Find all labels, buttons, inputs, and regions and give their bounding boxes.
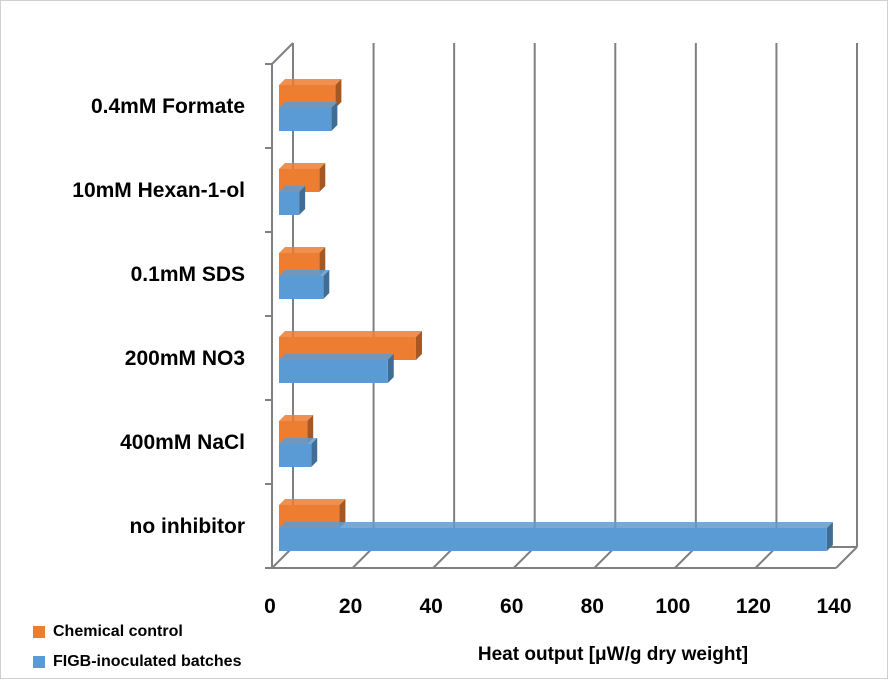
bar-figb-inoculated-batches-200mm-no3 (279, 360, 388, 383)
bar-figb-inoculated-batches-no-inhibitor (279, 528, 827, 551)
bar-figb-inoculated-batches-400mm-nacl (279, 444, 312, 467)
x-tick-label-100: 100 (655, 595, 690, 618)
legend-label-chemical-control: Chemical control (53, 623, 183, 640)
bar-chemical-control-no-inhibitor-top (279, 499, 346, 505)
bar-figb-inoculated-batches-10mm-hexan-1-ol-side (299, 186, 306, 215)
x-axis-title: Heat output [μW/g dry weight] (478, 644, 748, 665)
bar-figb-inoculated-batches-0-1mm-sds-top (279, 270, 330, 276)
x-tick-label-20: 20 (339, 595, 362, 618)
bar-figb-inoculated-batches-0-1mm-sds-side (323, 270, 330, 299)
bar-chemical-control-400mm-nacl-side (307, 415, 314, 444)
legend-item-figb-inoculated: FIGB-inoculated batches (33, 653, 241, 671)
bar-figb-inoculated-batches-10mm-hexan-1-ol (279, 192, 300, 215)
x-tick-label-60: 60 (500, 595, 523, 618)
floor-gridline-140 (835, 546, 858, 569)
x-tick-label-80: 80 (581, 595, 604, 618)
bar-chemical-control-no-inhibitor-side (339, 499, 346, 528)
bar-chemical-control-400mm-nacl-top (279, 415, 314, 421)
legend-label-figb-inoculated: FIGB-inoculated batches (53, 653, 242, 670)
bar-chemical-control-0-1mm-sds-top (279, 247, 326, 253)
x-tick-label-0: 0 (264, 595, 276, 618)
bar-figb-inoculated-batches-400mm-nacl-top (279, 438, 318, 444)
category-label-0-4mm-formate: 0.4mM Formate (91, 95, 245, 118)
bar-figb-inoculated-batches-no-inhibitor-top (279, 522, 833, 528)
bar-figb-inoculated-batches-200mm-no3-top (279, 354, 394, 360)
bar-chemical-control-10mm-hexan-1-ol-top (279, 163, 326, 169)
legend-item-chemical-control: Chemical control (33, 623, 241, 641)
legend-swatch-figb-inoculated (33, 656, 45, 668)
bar-chemical-control-10mm-hexan-1-ol-side (319, 163, 326, 192)
bar-figb-inoculated-batches-200mm-no3-side (387, 354, 394, 383)
x-tick-label-40: 40 (419, 595, 442, 618)
bar-figb-inoculated-batches-0-4mm-formate (279, 108, 332, 131)
x-tick-label-140: 140 (816, 595, 851, 618)
bar-figb-inoculated-batches-400mm-nacl-side (311, 438, 318, 467)
side-wall-top-edge (271, 42, 294, 65)
category-label-0-1mm-sds: 0.1mM SDS (131, 263, 245, 286)
bar-figb-inoculated-batches-no-inhibitor-side (826, 522, 833, 551)
category-label-no-inhibitor: no inhibitor (130, 515, 245, 538)
bar-figb-inoculated-batches-0-4mm-formate-side (331, 102, 338, 131)
category-label-400mm-nacl: 400mM NaCl (120, 431, 245, 454)
bar-chemical-control-0-4mm-formate-side (335, 79, 342, 108)
bar-chemical-control-0-1mm-sds-side (319, 247, 326, 276)
category-label-200mm-no3: 200mM NO3 (125, 347, 245, 370)
x-tick-label-120: 120 (736, 595, 771, 618)
chart-legend: Chemical control FIGB-inoculated batches (33, 623, 241, 683)
bar-chemical-control-0-4mm-formate-top (279, 79, 342, 85)
bar-figb-inoculated-batches-0-1mm-sds (279, 276, 324, 299)
bar-figb-inoculated-batches-10mm-hexan-1-ol-top (279, 186, 306, 192)
bar-figb-inoculated-batches-0-4mm-formate-top (279, 102, 338, 108)
bar-chemical-control-200mm-no3-top (279, 331, 422, 337)
legend-swatch-chemical-control (33, 626, 45, 638)
bar-chemical-control-200mm-no3-side (415, 331, 422, 360)
category-label-10mm-hexan-1-ol: 10mM Hexan-1-ol (72, 179, 245, 202)
